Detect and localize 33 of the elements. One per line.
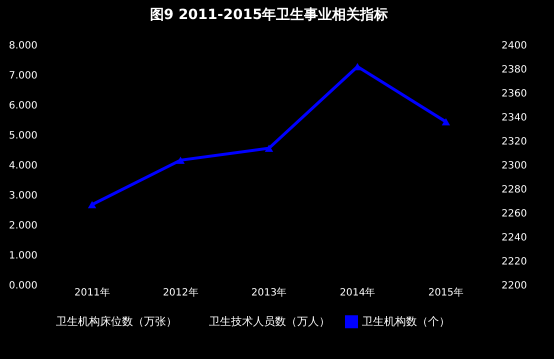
point	[442, 118, 450, 126]
y-tick-label: 2.000	[8, 220, 38, 232]
y2-tick-label: 2220	[502, 256, 527, 268]
point	[88, 200, 96, 208]
chart-title: 图9 2011-2015年卫生事业相关指标	[150, 6, 388, 23]
y2-tick-label: 2340	[502, 112, 527, 124]
legend-label: 卫生机构数（个）	[362, 314, 450, 328]
y2-tick-label: 2260	[502, 208, 527, 220]
text: 卫生技术人员数（万人）	[209, 314, 330, 328]
x-tick-label: 2013年	[251, 286, 287, 298]
y2-tick-label: 2240	[502, 232, 527, 244]
x-tick-label: 2012年	[162, 286, 198, 298]
y2-tick-label: 2200	[502, 280, 527, 292]
y-tick-label: 6.000	[8, 100, 38, 112]
y-tick-label: 1.000	[8, 250, 38, 262]
y-tick-label: 0.000	[8, 280, 38, 292]
y-tick-label: 8.000	[8, 40, 38, 52]
x-tick-label: 2014年	[340, 286, 376, 298]
y2-tick-label: 2280	[502, 184, 527, 196]
x-tick-label: 2011年	[74, 286, 110, 298]
y-tick-label: 5.000	[8, 130, 38, 142]
point	[176, 156, 185, 164]
y2-tick-label: 2400	[502, 40, 527, 52]
x-tick-label: 2015年	[428, 286, 464, 298]
y-tick-label: 7.000	[8, 70, 38, 82]
y2-tick-label: 2380	[502, 64, 527, 76]
y-tick-label: 4.000	[8, 160, 38, 172]
y2-tick-label: 2360	[502, 88, 527, 100]
point	[264, 144, 274, 152]
text: 卫生机构床位数（万张）	[56, 314, 177, 328]
y-tick-label: 3.000	[8, 190, 38, 202]
y2-tick-label: 2300	[502, 160, 527, 172]
y2-tick-label: 2320	[502, 136, 527, 148]
